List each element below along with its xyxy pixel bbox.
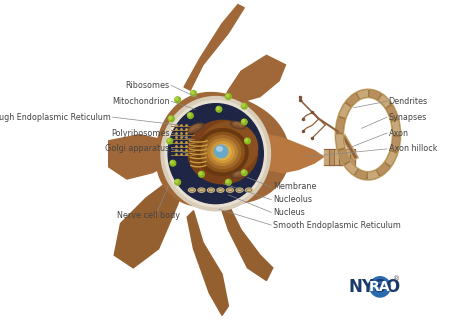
Circle shape <box>191 91 196 96</box>
Ellipse shape <box>188 120 257 184</box>
Circle shape <box>226 94 231 100</box>
Text: ®: ® <box>393 276 400 282</box>
Circle shape <box>226 179 231 185</box>
Ellipse shape <box>236 188 243 192</box>
Ellipse shape <box>227 188 234 192</box>
Polygon shape <box>187 211 228 316</box>
Polygon shape <box>222 204 273 281</box>
Text: Axon hillock: Axon hillock <box>389 144 437 153</box>
Polygon shape <box>156 92 289 207</box>
Circle shape <box>175 97 181 103</box>
Polygon shape <box>345 149 350 165</box>
Polygon shape <box>339 149 345 165</box>
Ellipse shape <box>217 188 224 192</box>
Polygon shape <box>350 149 356 165</box>
Circle shape <box>241 103 247 109</box>
Text: Rough Endoplasmic Reticulum: Rough Endoplasmic Reticulum <box>0 113 111 122</box>
Circle shape <box>216 106 222 112</box>
Polygon shape <box>184 4 244 90</box>
Circle shape <box>167 138 173 144</box>
Ellipse shape <box>161 97 271 211</box>
Circle shape <box>175 180 178 182</box>
Circle shape <box>217 107 219 109</box>
Ellipse shape <box>208 139 237 165</box>
Ellipse shape <box>211 142 234 163</box>
Text: Golgi apparatus: Golgi apparatus <box>106 144 170 153</box>
Circle shape <box>242 120 245 122</box>
Text: NYSO: NYSO <box>349 278 401 296</box>
Polygon shape <box>254 135 324 173</box>
Text: RA: RA <box>369 280 391 294</box>
Ellipse shape <box>187 123 203 133</box>
Circle shape <box>242 171 245 173</box>
Polygon shape <box>324 149 329 165</box>
Circle shape <box>199 172 202 175</box>
Circle shape <box>245 139 248 141</box>
Ellipse shape <box>246 188 253 192</box>
Ellipse shape <box>197 129 248 176</box>
Text: Polyribosomes: Polyribosomes <box>111 129 170 138</box>
Ellipse shape <box>189 188 195 192</box>
Circle shape <box>245 138 250 144</box>
Ellipse shape <box>231 171 248 178</box>
Circle shape <box>226 94 229 97</box>
Circle shape <box>170 160 176 166</box>
Ellipse shape <box>217 147 222 151</box>
Ellipse shape <box>205 136 241 169</box>
Ellipse shape <box>214 145 228 158</box>
Circle shape <box>188 113 193 118</box>
Polygon shape <box>329 149 334 165</box>
Circle shape <box>199 172 204 177</box>
Text: Ribosomes: Ribosomes <box>126 81 170 90</box>
Text: Nucleus: Nucleus <box>273 208 305 217</box>
Text: Synapses: Synapses <box>389 113 427 122</box>
Ellipse shape <box>230 121 246 129</box>
Text: Nerve cell body: Nerve cell body <box>118 211 181 220</box>
Circle shape <box>171 161 173 164</box>
Ellipse shape <box>208 188 214 192</box>
Circle shape <box>370 277 390 297</box>
Polygon shape <box>108 135 184 179</box>
Ellipse shape <box>198 188 205 192</box>
Ellipse shape <box>168 104 263 204</box>
Circle shape <box>226 180 229 182</box>
Ellipse shape <box>201 132 244 172</box>
Text: Mitochondrion: Mitochondrion <box>112 97 170 106</box>
Circle shape <box>191 91 194 94</box>
Circle shape <box>169 116 172 119</box>
Ellipse shape <box>214 144 231 160</box>
Polygon shape <box>334 149 339 165</box>
Ellipse shape <box>201 122 257 173</box>
Circle shape <box>167 139 170 141</box>
Circle shape <box>175 179 181 185</box>
Text: Axon: Axon <box>389 129 409 138</box>
Polygon shape <box>222 55 285 103</box>
Text: Nucleolus: Nucleolus <box>273 195 312 204</box>
Circle shape <box>241 119 247 125</box>
Text: Dendrites: Dendrites <box>389 97 428 106</box>
Circle shape <box>188 113 191 116</box>
Circle shape <box>175 98 178 100</box>
Ellipse shape <box>165 100 266 207</box>
Polygon shape <box>114 179 184 268</box>
Text: Smooth Endoplasmic Reticulum: Smooth Endoplasmic Reticulum <box>273 220 401 229</box>
Ellipse shape <box>189 125 201 132</box>
Circle shape <box>241 170 247 176</box>
Ellipse shape <box>232 123 244 128</box>
Circle shape <box>168 116 174 122</box>
Text: Membrane: Membrane <box>273 182 316 191</box>
Ellipse shape <box>233 172 246 177</box>
Circle shape <box>242 104 245 106</box>
